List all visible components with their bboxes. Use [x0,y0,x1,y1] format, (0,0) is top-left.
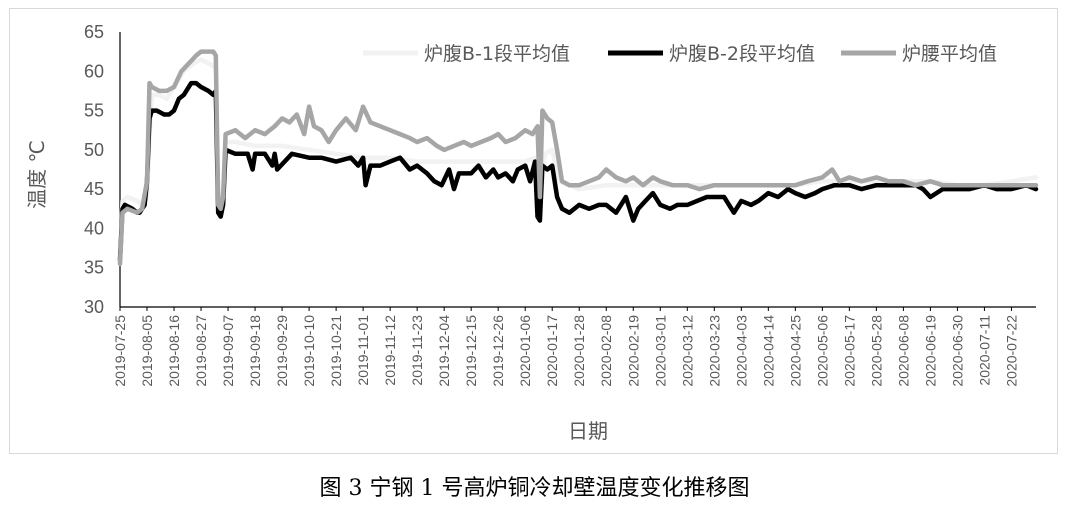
series-line-2 [117,80,1039,263]
x-tick-label: 2020-01-06 [517,315,533,387]
x-tick-label: 2020-07-11 [976,315,992,386]
x-tick-label: 2019-09-29 [274,315,290,387]
x-tick-label: 2019-11-12 [382,315,398,386]
y-tick-label: 35 [84,258,104,278]
x-tick-label: 2020-05-06 [814,315,830,387]
y-axis-title: 温度 ℃ [25,140,49,209]
series-line-1 [117,57,1039,263]
y-tick-label: 60 [84,61,104,81]
legend-label-1: 炉腹B-1段平均值 [424,43,570,65]
x-tick-label: 2019-09-07 [220,315,236,387]
x-tick-label: 2019-12-26 [490,315,506,387]
x-tick-label: 2019-10-21 [328,315,344,387]
x-tick-label: 2020-02-19 [625,315,641,387]
legend-label-2: 炉腹B-2段平均值 [669,43,815,65]
x-tick-label: 2020-06-08 [895,315,911,387]
x-tick-label: 2019-12-04 [436,315,452,387]
series-line-3 [117,49,1039,267]
legend-label-3: 炉腰平均值 [902,43,997,65]
x-tick-label: 2020-04-25 [787,315,803,387]
x-tick-label: 2020-04-03 [733,315,749,387]
y-tick-label: 45 [84,179,104,199]
x-tick-label: 2020-02-08 [598,315,614,387]
y-tick-label: 30 [84,297,104,317]
chart-frame: 30 35 40 45 50 55 60 65 2019-07-25 2019-08-05 2019… [9,8,1058,454]
y-tick-label: 55 [84,101,104,121]
x-tick-label: 2020-05-28 [868,315,884,387]
x-tick-label: 2019-08-05 [139,315,155,387]
x-tick-label: 2019-11-23 [409,315,425,386]
y-tick-label: 50 [84,140,104,160]
x-tick-label: 2020-03-01 [652,315,668,387]
x-tick-label: 2020-01-28 [571,315,587,387]
x-tick-label: 2019-10-10 [301,315,317,387]
x-tick-label: 2020-05-17 [841,315,857,387]
x-tick-label: 2020-04-14 [760,315,776,387]
x-tick-label: 2019-12-15 [463,315,479,387]
x-tick-label: 2019-07-25 [112,315,128,387]
x-tick-label: 2020-06-19 [922,315,938,387]
x-tick-label: 2019-08-16 [166,315,182,387]
x-tick-label: 2020-03-12 [679,315,695,387]
line-chart: 30 35 40 45 50 55 60 65 2019-07-25 2019-08-05 2019… [25,22,1039,443]
y-tick-label: 65 [84,22,104,42]
x-tick-label: 2019-09-18 [247,315,263,387]
x-tick-label: 2020-06-30 [949,315,965,387]
x-tick-label: 2019-08-27 [193,315,209,387]
y-tick-label: 40 [84,218,104,238]
x-axis-title: 日期 [568,419,608,443]
x-tick-label: 2020-01-17 [544,315,560,387]
x-tick-label: 2020-03-23 [706,315,722,387]
figure-caption: 图 3 宁钢 1 号高炉铜冷却壁温度变化推移图 [319,476,750,501]
x-tick-label: 2019-11-01 [355,315,371,386]
x-tick-label: 2020-07-22 [1003,315,1019,387]
